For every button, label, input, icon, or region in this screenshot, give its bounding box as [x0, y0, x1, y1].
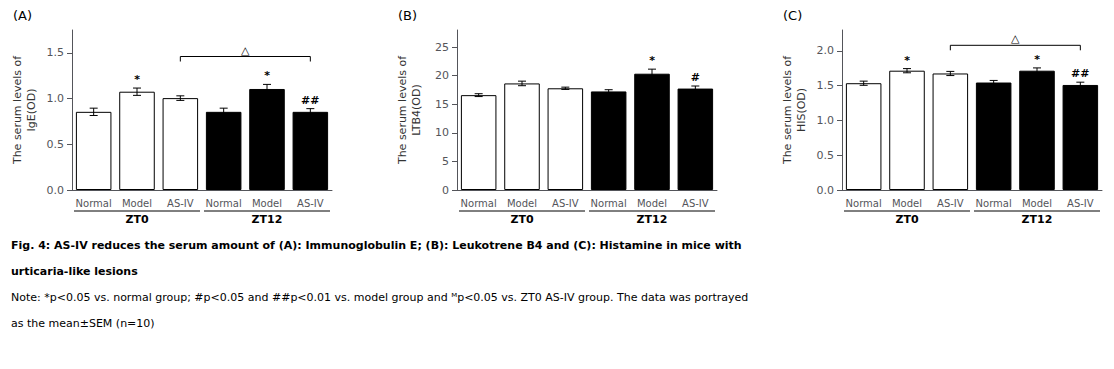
svg-text:AS-IV: AS-IV: [167, 198, 194, 209]
svg-text:The serum levels of: The serum levels of: [11, 55, 24, 165]
svg-text:*: *: [649, 54, 655, 67]
svg-text:(B): (B): [398, 8, 417, 23]
svg-text:Model: Model: [892, 198, 922, 209]
svg-text:10: 10: [435, 126, 449, 139]
svg-text:*: *: [1034, 53, 1040, 66]
svg-text:Model: Model: [507, 198, 537, 209]
svg-text:25: 25: [435, 41, 449, 54]
svg-text:HIS(OD): HIS(OD): [795, 88, 808, 132]
svg-text:ZT12: ZT12: [252, 213, 283, 226]
svg-text:IgE(OD): IgE(OD): [25, 89, 38, 132]
svg-text:△: △: [1011, 32, 1020, 45]
svg-text:AS-IV: AS-IV: [297, 198, 324, 209]
svg-text:0.0: 0.0: [817, 184, 835, 197]
svg-text:*: *: [264, 69, 270, 82]
svg-text:The serum levels of: The serum levels of: [781, 55, 794, 165]
svg-text:Normal: Normal: [976, 198, 1012, 209]
svg-text:Normal: Normal: [461, 198, 497, 209]
svg-text:Normal: Normal: [206, 198, 242, 209]
svg-text:0.5: 0.5: [817, 149, 835, 162]
svg-text:*: *: [134, 73, 140, 86]
svg-text:1.5: 1.5: [47, 46, 65, 59]
svg-text:Model: Model: [252, 198, 282, 209]
svg-text:LTB4(OD): LTB4(OD): [410, 84, 423, 136]
svg-text:0.5: 0.5: [47, 138, 65, 151]
svg-text:Model: Model: [637, 198, 667, 209]
svg-text:AS-IV: AS-IV: [552, 198, 579, 209]
svg-text:as the mean±SEM (n=10): as the mean±SEM (n=10): [11, 317, 155, 330]
svg-text:#: #: [691, 71, 700, 84]
svg-text:0: 0: [442, 184, 449, 197]
svg-text:1.0: 1.0: [47, 92, 65, 105]
svg-text:AS-IV: AS-IV: [682, 198, 709, 209]
svg-text:Note: *p<0.05 vs. normal group: Note: *p<0.05 vs. normal group; #p<0.05 …: [11, 291, 748, 304]
svg-text:##: ##: [301, 94, 319, 107]
svg-text:0.0: 0.0: [47, 184, 65, 197]
svg-text:(C): (C): [783, 8, 802, 23]
svg-text:ZT0: ZT0: [510, 213, 533, 226]
svg-text:Normal: Normal: [591, 198, 627, 209]
svg-text:ZT12: ZT12: [1022, 213, 1053, 226]
svg-text:AS-IV: AS-IV: [1067, 198, 1094, 209]
svg-text:urticaria-like lesions: urticaria-like lesions: [11, 265, 138, 278]
svg-text:Fig. 4: AS-IV reduces the seru: Fig. 4: AS-IV reduces the serum amount o…: [11, 239, 742, 252]
svg-text:Normal: Normal: [76, 198, 112, 209]
svg-text:ZT0: ZT0: [125, 213, 148, 226]
svg-text:The serum levels of: The serum levels of: [396, 55, 409, 165]
svg-text:Model: Model: [122, 198, 152, 209]
svg-text:ZT0: ZT0: [895, 213, 918, 226]
svg-text:AS-IV: AS-IV: [937, 198, 964, 209]
svg-text:Normal: Normal: [846, 198, 882, 209]
svg-text:(A): (A): [13, 8, 32, 23]
svg-text:5: 5: [442, 155, 449, 168]
svg-text:ZT12: ZT12: [637, 213, 668, 226]
svg-text:1.5: 1.5: [817, 79, 835, 92]
svg-text:1.0: 1.0: [817, 114, 835, 127]
svg-text:20: 20: [435, 69, 449, 82]
svg-text:##: ##: [1071, 67, 1089, 80]
svg-text:△: △: [241, 44, 250, 57]
svg-text:*: *: [904, 54, 910, 67]
svg-text:Model: Model: [1022, 198, 1052, 209]
svg-text:15: 15: [435, 98, 449, 111]
svg-text:2.0: 2.0: [817, 44, 835, 57]
